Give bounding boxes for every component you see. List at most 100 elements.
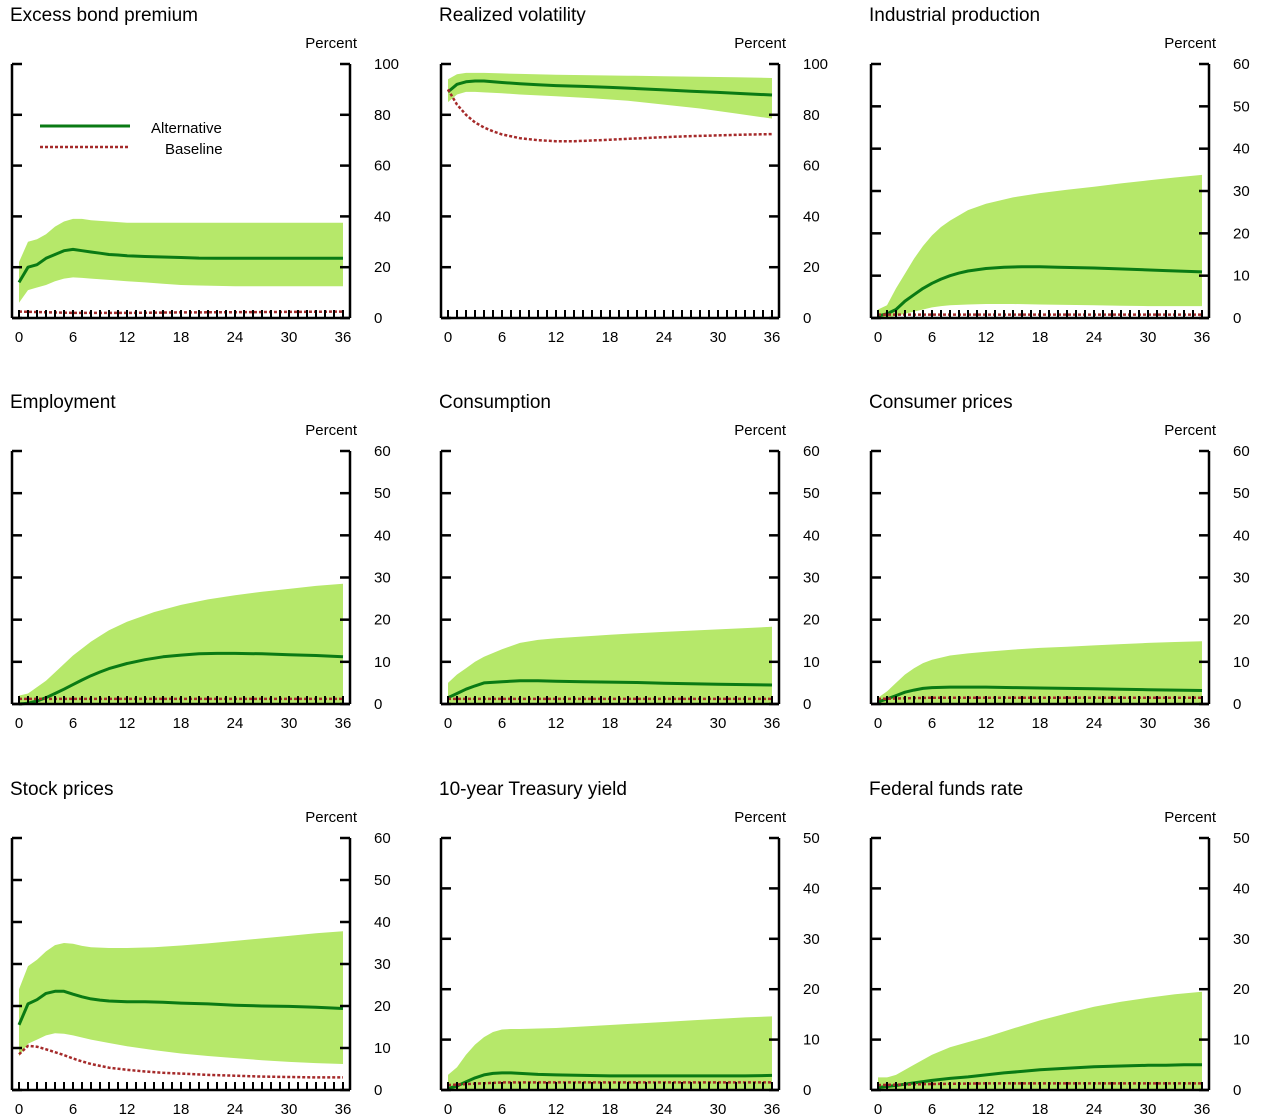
x-tick-label: 36	[1194, 715, 1211, 732]
chart-panel-7: Stock prices Percent 0 10 20 30 40 50 60 0 6 12 18 24…	[10, 779, 391, 1118]
panel-title: Consumption	[439, 392, 551, 413]
x-tick-label: 18	[1032, 1101, 1049, 1118]
panel-title: Stock prices	[10, 779, 113, 800]
y-tick-label: 30	[374, 956, 391, 973]
x-tick-label: 12	[548, 329, 565, 346]
y-tick-label: 0	[374, 310, 382, 327]
y-tick-label: 10	[374, 1040, 391, 1057]
x-tick-label: 0	[874, 1101, 882, 1118]
x-tick-label: 18	[602, 715, 619, 732]
y-tick-label: 20	[1233, 225, 1250, 242]
x-tick-label: 18	[602, 329, 619, 346]
y-tick-label: 50	[1233, 830, 1250, 847]
unit-label: Percent	[734, 35, 787, 52]
x-tick-label: 6	[928, 715, 936, 732]
y-tick-label: 20	[374, 612, 391, 629]
x-tick-label: 30	[281, 715, 298, 732]
x-tick-label: 6	[498, 715, 506, 732]
unit-label: Percent	[305, 35, 358, 52]
x-tick-label: 12	[119, 329, 136, 346]
x-tick-label: 6	[928, 1101, 936, 1118]
y-tick-label: 40	[803, 208, 820, 225]
unit-label: Percent	[1164, 35, 1217, 52]
y-tick-label: 40	[803, 880, 820, 897]
x-tick-label: 0	[15, 329, 23, 346]
x-tick-label: 0	[15, 715, 23, 732]
panel-title: Employment	[10, 392, 116, 413]
alternative-series-line	[17, 989, 344, 1026]
y-tick-label: 60	[374, 443, 391, 460]
y-tick-label: 40	[1233, 527, 1250, 544]
y-tick-label: 40	[1233, 141, 1250, 158]
y-tick-label: 10	[1233, 1032, 1250, 1049]
x-tick-label: 30	[710, 1101, 727, 1118]
baseline-series-line	[18, 1044, 343, 1079]
y-tick-label: 10	[803, 1032, 820, 1049]
confidence-band	[448, 626, 772, 704]
y-tick-label: 40	[374, 914, 391, 931]
x-tick-label: 36	[335, 329, 352, 346]
chart-panel-4: Employment Percent 0 10 20 30 40 50 60 0 6 12 18 24 30…	[10, 392, 391, 732]
y-tick-label: 60	[374, 158, 391, 175]
chart-panel-9: Federal funds rate Percent 0 10 20 30 40 50 0 6 12…	[869, 779, 1250, 1118]
y-tick-label: 40	[803, 527, 820, 544]
y-tick-label: 30	[1233, 570, 1250, 587]
legend: Alternative Baseline	[40, 120, 223, 158]
x-tick-label: 0	[444, 1101, 452, 1118]
y-tick-label: 50	[374, 485, 391, 502]
unit-label: Percent	[305, 809, 358, 826]
y-tick-label: 30	[803, 570, 820, 587]
y-tick-label: 30	[803, 931, 820, 948]
y-tick-label: 60	[803, 443, 820, 460]
y-tick-label: 20	[803, 612, 820, 629]
baseline-series-line	[446, 88, 773, 143]
alternative-series-line	[18, 651, 344, 706]
x-tick-label: 12	[978, 1101, 995, 1118]
y-tick-label: 0	[374, 1082, 382, 1099]
confidence-band	[878, 641, 1202, 704]
x-tick-label: 18	[602, 1101, 619, 1118]
x-tick-label: 6	[498, 329, 506, 346]
unit-label: Percent	[734, 809, 787, 826]
y-tick-label: 40	[374, 208, 391, 225]
y-tick-label: 0	[803, 1082, 811, 1099]
confidence-band	[19, 218, 343, 303]
x-tick-label: 12	[119, 1101, 136, 1118]
x-tick-label: 36	[764, 1101, 781, 1118]
x-tick-label: 30	[1140, 329, 1157, 346]
y-tick-label: 20	[803, 981, 820, 998]
x-tick-label: 12	[119, 715, 136, 732]
unit-label: Percent	[1164, 422, 1217, 439]
y-tick-label: 20	[374, 998, 391, 1015]
confidence-band	[878, 174, 1202, 318]
chart-panel-6: Consumer prices Percent 0 10 20 30 40 50 60 0 6 12 1…	[869, 392, 1250, 732]
y-tick-label: 30	[1233, 183, 1250, 200]
y-tick-label: 50	[803, 485, 820, 502]
y-tick-label: 0	[1233, 696, 1241, 713]
panel-title: Industrial production	[869, 5, 1040, 26]
y-tick-label: 50	[1233, 98, 1250, 115]
y-tick-label: 100	[803, 56, 828, 73]
y-tick-label: 60	[1233, 56, 1250, 73]
chart-panel-5: Consumption Percent 0 10 20 30 40 50 60 0 6 12 18 24 3…	[439, 392, 820, 732]
x-tick-label: 0	[874, 715, 882, 732]
legend-alternative-label: Alternative	[151, 120, 222, 137]
y-tick-label: 20	[1233, 981, 1250, 998]
x-tick-label: 18	[1032, 715, 1049, 732]
y-tick-label: 20	[1233, 612, 1250, 629]
y-tick-label: 20	[374, 259, 391, 276]
x-tick-label: 18	[173, 329, 190, 346]
panel-title: Federal funds rate	[869, 779, 1023, 800]
x-tick-label: 36	[1194, 1101, 1211, 1118]
x-tick-label: 30	[1140, 1101, 1157, 1118]
x-tick-label: 0	[15, 1101, 23, 1118]
alternative-series-line	[447, 679, 773, 700]
x-tick-label: 18	[173, 715, 190, 732]
y-tick-label: 0	[1233, 310, 1241, 327]
x-tick-label: 6	[69, 715, 77, 732]
y-tick-label: 50	[374, 872, 391, 889]
x-tick-label: 30	[710, 715, 727, 732]
x-tick-label: 6	[69, 1101, 77, 1118]
confidence-band	[448, 1016, 772, 1090]
chart-panel-3: Industrial production Percent 0 10 20 30 40 50 6…	[869, 5, 1250, 346]
